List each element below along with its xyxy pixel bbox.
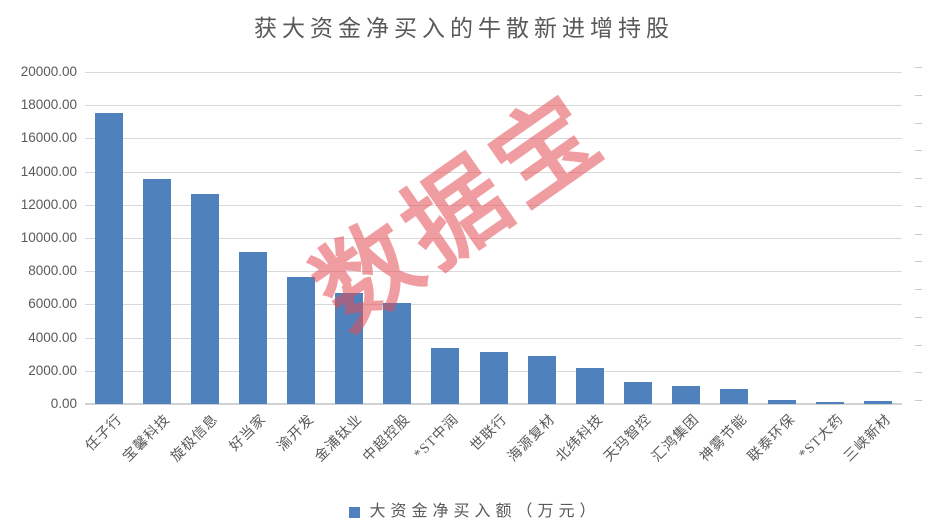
legend-series-label: 大资金净买入额（万元） — [369, 503, 601, 520]
x-axis-line — [85, 403, 902, 405]
bar-海源复材 — [527, 355, 556, 404]
bar-*ST中润 — [431, 348, 460, 404]
x-axis-tick-label: 金浦钛业 — [312, 412, 366, 466]
bar-联泰环保 — [767, 400, 796, 404]
right-axis-tick — [915, 344, 922, 346]
y-axis-tick-label: 14000.00 — [20, 163, 77, 179]
gridline — [85, 204, 902, 206]
x-axis-tick-label: 旋极信息 — [168, 412, 222, 466]
right-axis-tick — [915, 372, 922, 374]
x-axis-tick-label: *ST大药 — [796, 412, 847, 463]
bar-汇鸿集团 — [671, 385, 700, 404]
y-axis-tick-label: 10000.00 — [20, 230, 77, 245]
right-axis-tick — [915, 122, 922, 124]
x-axis-tick-label: 汇鸿集团 — [649, 412, 703, 466]
bar-北纬科技 — [575, 368, 604, 404]
x-axis-tick-label: 三峡新材 — [841, 412, 895, 466]
bar-世联行 — [479, 351, 508, 404]
gridline — [85, 105, 902, 107]
x-axis-tick-label: 好当家 — [227, 412, 270, 455]
y-axis-tick-label: 8000.00 — [28, 263, 77, 279]
right-axis-tick — [915, 289, 922, 290]
bar-神雾节能 — [719, 388, 748, 404]
right-axis-tick — [915, 261, 922, 263]
x-axis-tick-label: 任子行 — [83, 412, 126, 455]
chart-legend: 大资金净买入额（万元） — [0, 503, 928, 521]
x-axis-tick-label: *ST中润 — [411, 412, 463, 463]
bar-任子行 — [95, 113, 124, 404]
y-axis-tick-label: 20000.00 — [20, 64, 77, 79]
y-axis-tick-label: 4000.00 — [28, 329, 77, 345]
gridline — [85, 337, 902, 339]
x-axis-tick-label: 中超控股 — [360, 412, 414, 466]
bar-三峡新材 — [863, 401, 892, 404]
right-axis-tick — [915, 316, 922, 318]
right-axis-tick — [915, 233, 922, 235]
bar-好当家 — [239, 251, 268, 404]
x-axis-tick-label: 北纬科技 — [553, 412, 607, 466]
x-axis-tick-label: 宝馨科技 — [120, 412, 174, 466]
x-axis-tick-label: 海源复材 — [505, 412, 559, 466]
right-axis-tick — [915, 94, 922, 96]
bar-中超控股 — [383, 303, 412, 404]
x-axis-tick-label: 神雾节能 — [697, 412, 751, 466]
right-axis-tick — [915, 67, 922, 68]
y-axis-tick-label: 0.00 — [50, 396, 77, 411]
gridline — [85, 304, 902, 306]
x-axis-tick-label: 天玛智控 — [601, 412, 655, 466]
y-axis-tick-label: 16000.00 — [20, 130, 77, 146]
chart-title: 获大资金净买入的牛散新进增持股 — [254, 16, 674, 41]
bar-天玛智控 — [623, 382, 652, 404]
right-axis-tick — [915, 205, 922, 207]
bar-旋极信息 — [191, 193, 220, 404]
bar-*ST大药 — [815, 402, 844, 404]
y-axis-tick-label: 2000.00 — [28, 362, 77, 378]
y-axis-tick-label: 6000.00 — [28, 296, 77, 312]
y-axis-tick-label: 18000.00 — [20, 97, 77, 113]
gridline — [85, 72, 902, 73]
y-axis-tick-label: 12000.00 — [20, 196, 77, 212]
bar-渝开发 — [287, 277, 316, 404]
bar-金浦钛业 — [335, 293, 364, 404]
right-axis-tick — [915, 400, 922, 401]
x-axis-tick-label: 世联行 — [467, 412, 511, 455]
right-axis-tick — [915, 178, 922, 179]
x-axis-tick-label: 渝开发 — [275, 412, 318, 455]
x-axis-tick-label: 联泰环保 — [745, 412, 799, 466]
right-axis-tick — [915, 150, 922, 152]
gridline — [85, 271, 902, 273]
gridline — [85, 171, 902, 173]
gridline — [85, 238, 902, 239]
legend-swatch-icon — [349, 506, 361, 518]
bar-宝馨科技 — [143, 179, 172, 404]
gridline — [85, 138, 902, 140]
